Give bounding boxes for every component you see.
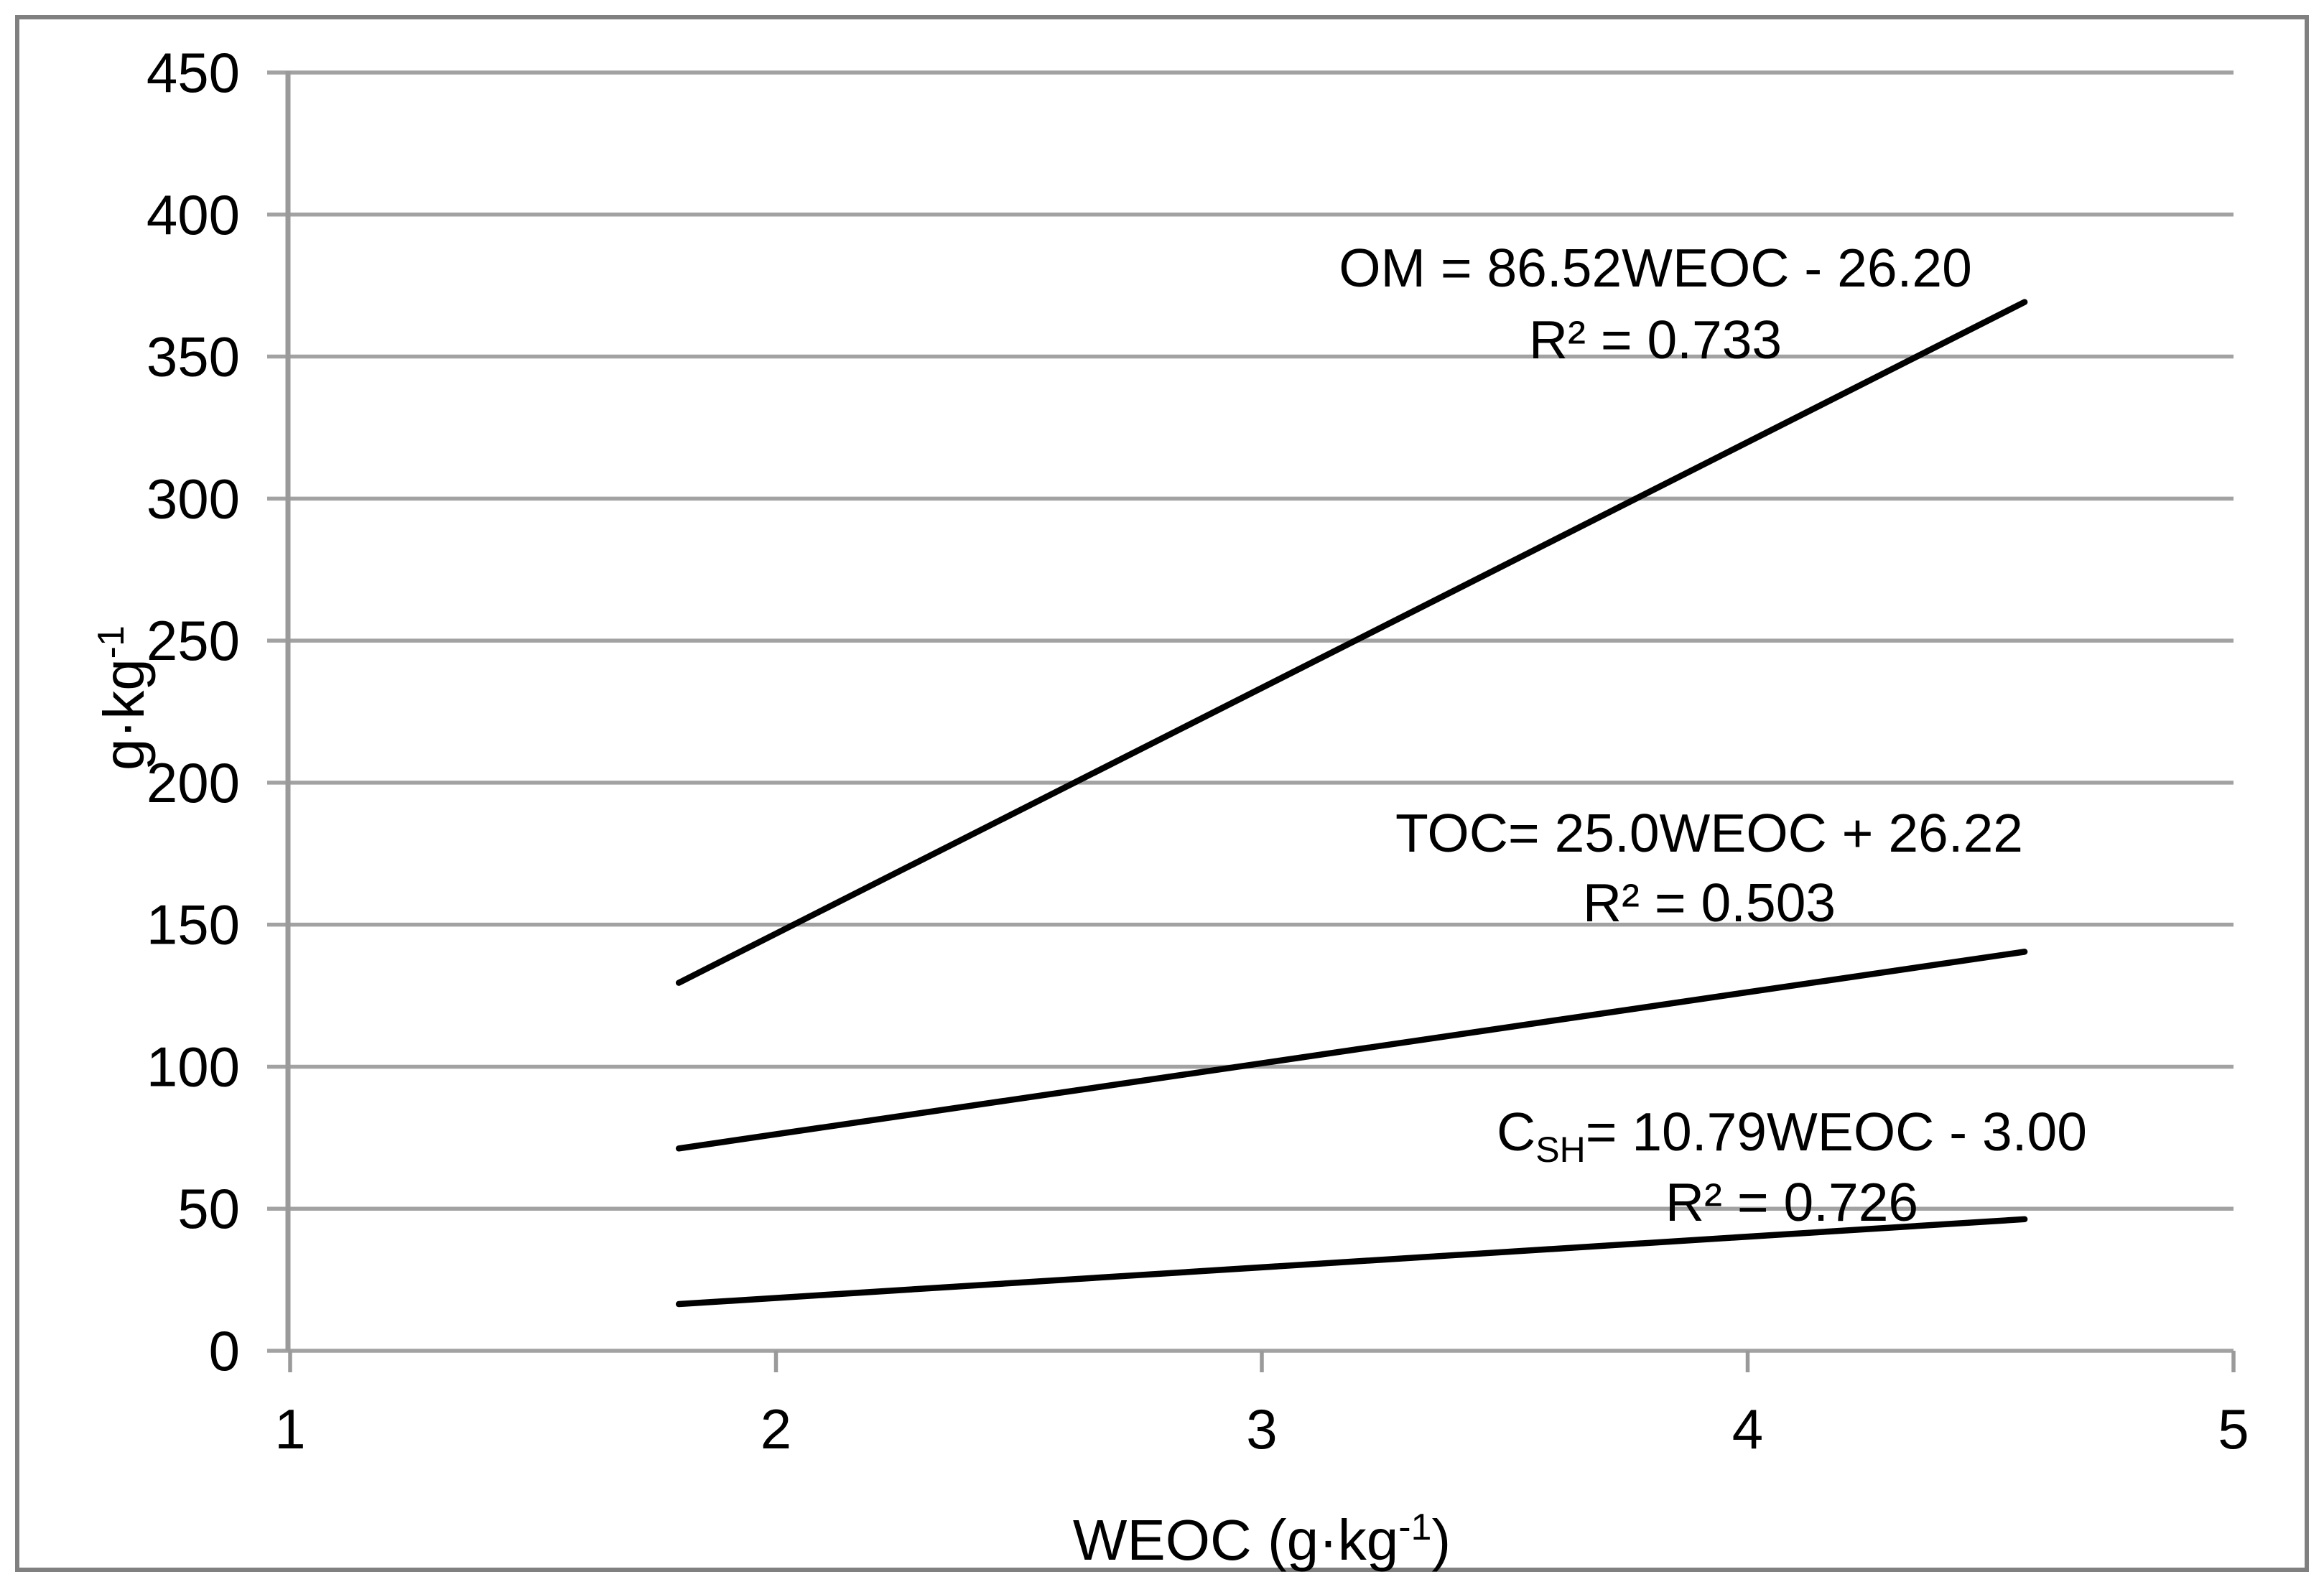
- r-squared-label-C_SH: R² = 0.726: [1665, 1172, 1918, 1232]
- x-axis-tick-labels: 1 2 3 4 5: [274, 1397, 2249, 1461]
- equation-label-OM: OM = 86.52WEOC - 26.20: [1339, 238, 1972, 298]
- y-axis-tick-labels: 0 50 100 150 200 250 300 350 400 450: [147, 41, 240, 1382]
- r-squared-label-OM: R² = 0.733: [1529, 310, 1782, 370]
- x-tick-label-4: 4: [1732, 1397, 1763, 1461]
- equation-part-C_SH: C: [1497, 1102, 1535, 1162]
- figure-border: [15, 15, 2309, 1572]
- x-axis-title-superscript: -1: [1398, 1507, 1431, 1548]
- equation-label-TOC: TOC= 25.0WEOC + 26.22: [1395, 803, 2023, 863]
- equation-part-C_SH: = 10.79WEOC - 3.00: [1586, 1102, 2087, 1162]
- y-tick-label-100: 100: [147, 1035, 240, 1098]
- y-tick-label-200: 200: [147, 751, 240, 814]
- equation-part-C_SH: SH: [1535, 1130, 1585, 1170]
- y-tick-label-0: 0: [209, 1319, 240, 1382]
- x-tick-label-3: 3: [1246, 1397, 1277, 1461]
- y-axis-title: g·kg-1: [90, 625, 156, 771]
- y-tick-label-150: 150: [147, 893, 240, 957]
- trendline-C_SH: [675, 1216, 2028, 1308]
- x-tick-label-2: 2: [761, 1397, 791, 1461]
- x-axis-ticks: [288, 1351, 2236, 1372]
- r-squared-label-TOC: R² = 0.503: [1583, 872, 1836, 933]
- x-tick-label-5: 5: [2218, 1397, 2249, 1461]
- y-axis-title-superscript: -1: [90, 625, 132, 658]
- y-tick-label-250: 250: [147, 609, 240, 672]
- trendline-OM: [675, 299, 2028, 986]
- y-tick-label-350: 350: [147, 325, 240, 388]
- regression-lines: [675, 299, 2028, 1308]
- x-axis-title-text: WEOC (g·kg: [1073, 1508, 1398, 1572]
- equation-part-OM: OM = 86.52WEOC - 26.20: [1339, 238, 1972, 298]
- y-tick-label-400: 400: [147, 183, 240, 246]
- equation-part-TOC: TOC= 25.0WEOC + 26.22: [1395, 803, 2023, 863]
- trendline-TOC: [675, 949, 2028, 1152]
- x-axis-title: WEOC (g·kg-1): [1073, 1507, 1451, 1572]
- y-tick-label-450: 450: [147, 41, 240, 104]
- gridlines: [267, 70, 2234, 1353]
- y-tick-label-300: 300: [147, 467, 240, 530]
- equation-label-C_SH: CSH= 10.79WEOC - 3.00: [1497, 1102, 2087, 1170]
- x-tick-label-1: 1: [274, 1397, 305, 1461]
- equation-annotations: OM = 86.52WEOC - 26.20 R² = 0.733 TOC= 25.…: [1339, 238, 2087, 1232]
- y-axis-title-text: g·kg: [92, 658, 156, 771]
- y-tick-label-50: 50: [177, 1177, 240, 1240]
- x-axis-title-close-paren: ): [1431, 1508, 1451, 1572]
